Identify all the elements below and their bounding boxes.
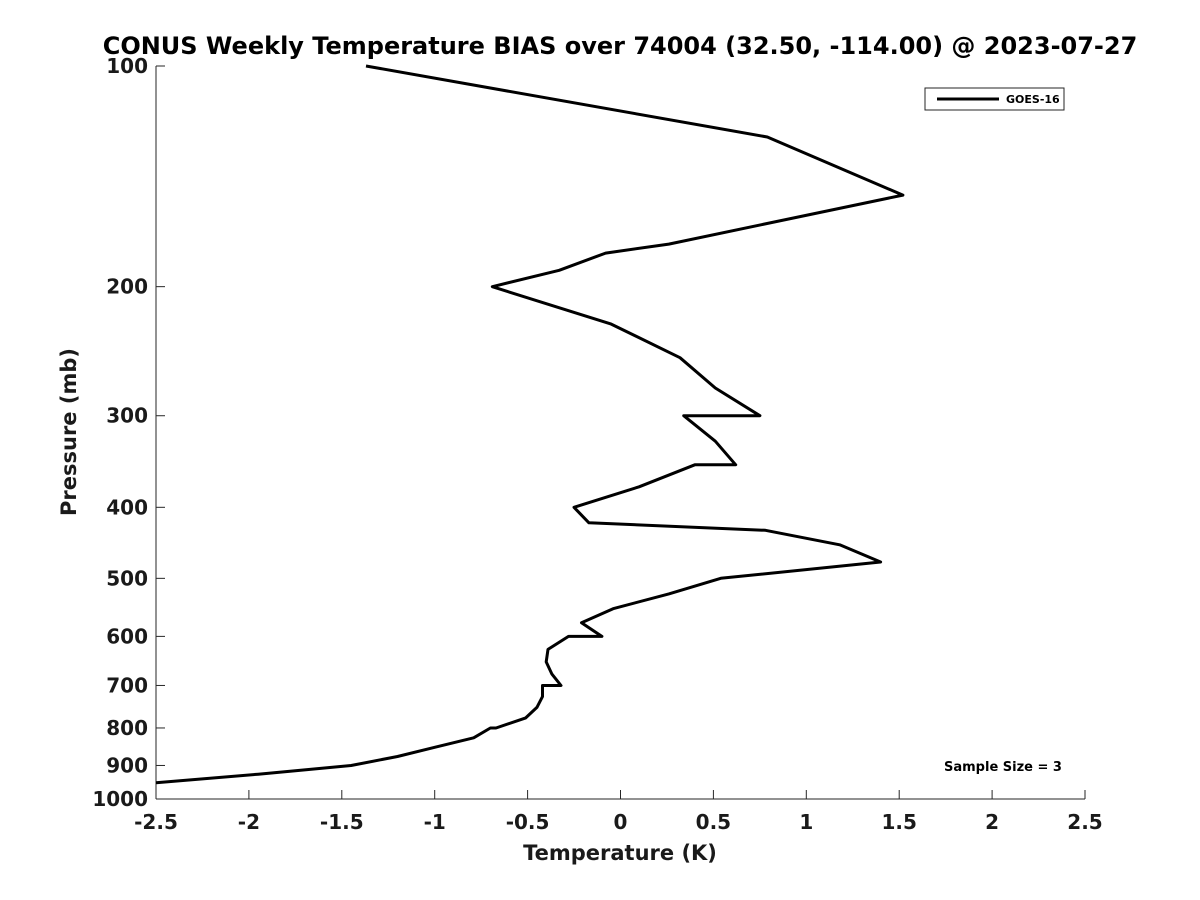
x-tick-label: 2 bbox=[985, 810, 999, 834]
sample-size-annotation: Sample Size = 3 bbox=[944, 760, 1062, 775]
legend-label-goes-16: GOES-16 bbox=[1006, 93, 1060, 106]
x-tick-label: -1.5 bbox=[320, 810, 364, 834]
x-tick-label: 0.5 bbox=[696, 810, 731, 834]
x-tick-label: -2.5 bbox=[134, 810, 178, 834]
series-line-goes-16 bbox=[155, 64, 905, 785]
x-ticks: -2.5 -2 -1.5 -1 -0.5 0 0.5 1 1.5 2 2.5 bbox=[134, 790, 1103, 834]
series-layer bbox=[155, 64, 905, 785]
y-tick-label: 600 bbox=[106, 624, 148, 648]
plot-area: -2.5 -2 -1.5 -1 -0.5 0 0.5 1 1.5 2 2.5 100 200 300 40… bbox=[92, 54, 1102, 834]
x-tick-label: 1 bbox=[799, 810, 813, 834]
x-tick-label: 0 bbox=[614, 810, 628, 834]
y-tick-label: 200 bbox=[106, 275, 148, 299]
y-tick-label: 300 bbox=[106, 404, 148, 428]
y-tick-label: 900 bbox=[106, 753, 148, 777]
x-tick-label: 1.5 bbox=[881, 810, 916, 834]
y-tick-label: 1000 bbox=[92, 787, 148, 811]
x-tick-label: -0.5 bbox=[506, 810, 550, 834]
x-tick-label: 2.5 bbox=[1067, 810, 1102, 834]
legend: GOES-16 bbox=[924, 87, 1065, 111]
x-tick-label: -1 bbox=[424, 810, 446, 834]
y-tick-label: 800 bbox=[106, 716, 148, 740]
x-tick-label: -2 bbox=[238, 810, 260, 834]
y-tick-label: 400 bbox=[106, 495, 148, 519]
y-tick-label: 500 bbox=[106, 566, 148, 590]
x-axis-label: Temperature (K) bbox=[523, 841, 717, 865]
y-axis-label: Pressure (mb) bbox=[57, 348, 81, 516]
chart-title: CONUS Weekly Temperature BIAS over 74004… bbox=[103, 32, 1138, 60]
y-ticks: 100 200 300 400 500 600 700 800 900 1000 bbox=[92, 54, 165, 811]
y-tick-label: 700 bbox=[106, 673, 148, 697]
y-tick-label: 100 bbox=[106, 54, 148, 78]
